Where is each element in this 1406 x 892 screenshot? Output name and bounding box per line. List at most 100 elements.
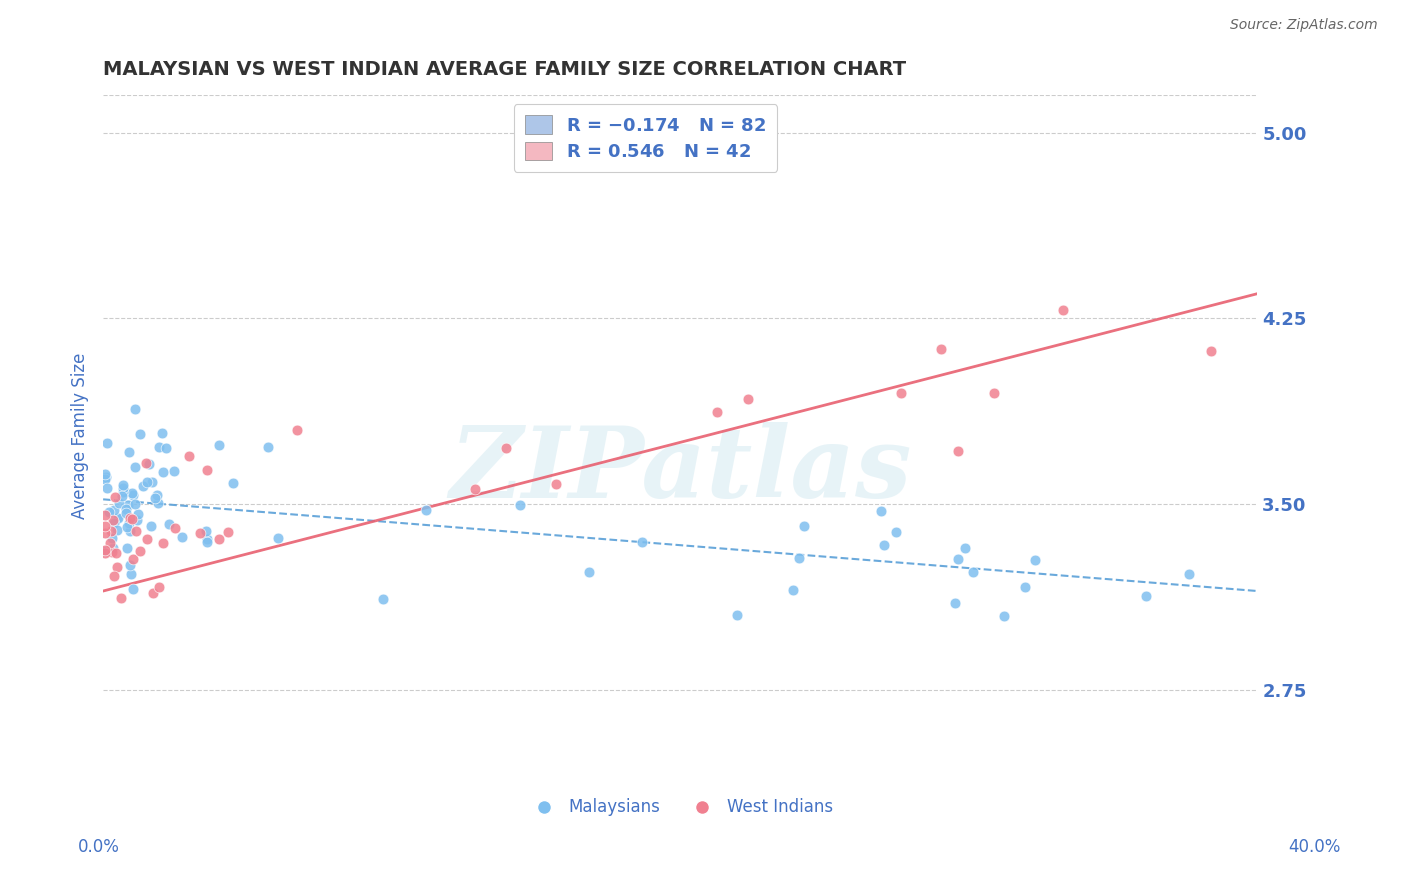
Point (165, 521, 187, 535)
Point (207, 532, 229, 546)
Point (104, 490, 127, 504)
Point (737, 392, 759, 406)
Point (146, 496, 169, 510)
Point (157, 516, 180, 531)
Point (93, 467, 115, 482)
Point (873, 538, 896, 552)
Point (135, 475, 157, 490)
Point (112, 485, 135, 500)
Point (103, 569, 125, 583)
Point (135, 532, 157, 546)
Point (371, 592, 394, 607)
Point (129, 426, 152, 441)
Point (1135, 589, 1157, 603)
Point (112, 477, 135, 491)
Point (120, 511, 142, 525)
Text: ZIPatlas: ZIPatlas (449, 422, 911, 518)
Point (115, 506, 138, 520)
Legend: Malaysians, West Indians: Malaysians, West Indians (520, 792, 841, 823)
Y-axis label: Average Family Size: Average Family Size (72, 353, 89, 519)
Point (725, 608, 748, 623)
Point (93, 526, 115, 541)
Point (94, 519, 117, 533)
Point (105, 511, 128, 525)
Point (1014, 580, 1036, 594)
Text: 0.0%: 0.0% (77, 838, 120, 856)
Point (194, 524, 217, 539)
Point (578, 565, 600, 579)
Point (1199, 344, 1222, 359)
Point (217, 525, 239, 540)
Point (195, 535, 218, 549)
Point (118, 445, 141, 459)
Point (125, 513, 148, 527)
Point (870, 503, 893, 517)
Text: MALAYSIAN VS WEST INDIAN AVERAGE FAMILY SIZE CORRELATION CHART: MALAYSIAN VS WEST INDIAN AVERAGE FAMILY … (103, 60, 907, 78)
Point (155, 441, 177, 455)
Point (122, 488, 145, 502)
Point (124, 402, 146, 417)
Point (285, 423, 308, 437)
Point (122, 582, 145, 597)
Point (148, 440, 170, 454)
Point (195, 463, 218, 477)
Point (132, 479, 155, 493)
Point (143, 491, 166, 505)
Point (124, 460, 146, 475)
Point (108, 496, 131, 510)
Point (121, 512, 143, 526)
Point (630, 534, 652, 549)
Point (124, 497, 146, 511)
Point (415, 502, 437, 516)
Point (93, 546, 115, 560)
Point (120, 524, 142, 538)
Point (257, 440, 280, 454)
Point (509, 498, 531, 512)
Point (464, 482, 486, 496)
Point (117, 498, 139, 512)
Point (983, 385, 1005, 400)
Point (96, 469, 118, 483)
Point (111, 481, 134, 495)
Point (782, 582, 804, 597)
Point (100, 544, 122, 558)
Point (222, 475, 245, 490)
Point (1052, 302, 1074, 317)
Point (962, 565, 984, 579)
Point (152, 535, 174, 549)
Point (267, 531, 290, 545)
Point (112, 484, 135, 499)
Point (138, 457, 160, 471)
Point (93, 472, 115, 486)
Point (170, 530, 193, 544)
Point (120, 567, 142, 582)
Point (103, 503, 125, 517)
Point (103, 513, 125, 527)
Point (98, 536, 121, 550)
Point (544, 477, 567, 491)
Point (118, 558, 141, 572)
Point (141, 475, 163, 489)
Point (948, 444, 970, 458)
Point (104, 546, 127, 560)
Point (118, 516, 141, 530)
Point (107, 511, 129, 525)
Point (946, 551, 969, 566)
Point (993, 609, 1015, 624)
Point (96, 481, 118, 495)
Point (129, 544, 152, 558)
Point (105, 560, 128, 574)
Point (121, 486, 143, 500)
Point (1024, 553, 1046, 567)
Point (190, 526, 212, 541)
Text: 40.0%: 40.0% (1288, 838, 1341, 856)
Point (139, 519, 162, 533)
Point (195, 532, 218, 546)
Point (929, 342, 952, 356)
Point (706, 405, 728, 419)
Point (121, 552, 143, 566)
Point (150, 425, 173, 440)
Point (101, 541, 124, 555)
Point (1178, 566, 1201, 581)
Point (115, 520, 138, 534)
